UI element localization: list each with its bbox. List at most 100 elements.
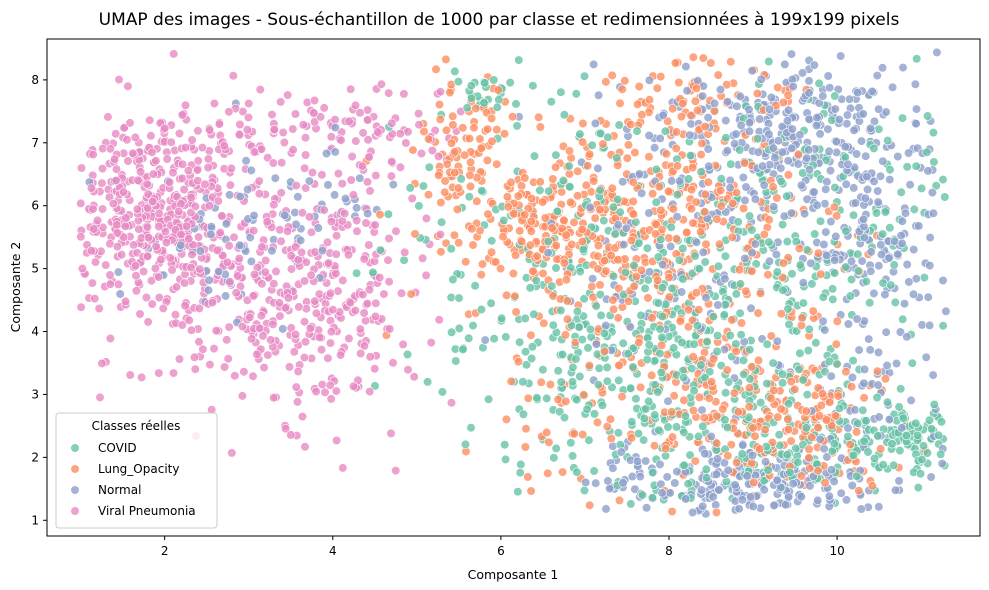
- scatter-point: [848, 450, 859, 461]
- scatter-point: [244, 98, 254, 109]
- scatter-point: [676, 111, 687, 122]
- scatter-point: [174, 354, 185, 364]
- scatter-point: [482, 155, 493, 165]
- scatter-point: [630, 484, 640, 494]
- scatter-point: [161, 238, 171, 248]
- scatter-point: [938, 175, 948, 185]
- scatter-point: [518, 377, 528, 387]
- scatter-point: [828, 294, 838, 305]
- scatter-point: [628, 196, 638, 207]
- scatter-point: [476, 304, 487, 315]
- scatter-point: [465, 170, 475, 180]
- scatter-point: [190, 201, 200, 211]
- scatter-point: [671, 143, 681, 153]
- scatter-point: [177, 110, 187, 120]
- scatter-point: [385, 324, 395, 334]
- scatter-point: [672, 161, 683, 171]
- scatter-point: [635, 382, 646, 393]
- scatter-point: [478, 343, 488, 353]
- scatter-point: [747, 66, 757, 76]
- scatter-point: [146, 131, 156, 141]
- scatter-point: [782, 237, 792, 247]
- scatter-point: [672, 467, 682, 477]
- scatter-point: [562, 296, 572, 306]
- scatter-point: [544, 186, 554, 196]
- scatter-point: [871, 208, 882, 218]
- scatter-point: [825, 166, 836, 176]
- scatter-point: [235, 240, 245, 250]
- scatter-point: [911, 418, 921, 428]
- scatter-point: [701, 239, 711, 249]
- scatter-point: [811, 120, 822, 131]
- scatter-point: [909, 245, 919, 255]
- scatter-point: [671, 422, 682, 432]
- scatter-point: [131, 271, 141, 281]
- scatter-point: [755, 444, 765, 454]
- scatter-point: [143, 317, 153, 327]
- scatter-point: [186, 325, 197, 335]
- scatter-point: [470, 281, 480, 291]
- scatter-point: [578, 430, 588, 440]
- scatter-point: [306, 270, 316, 280]
- scatter-point: [832, 359, 842, 369]
- y-axis-ticks: 1 2 3 4 5 6 7 8: [31, 73, 47, 527]
- scatter-point: [538, 268, 548, 279]
- scatter-point: [506, 376, 516, 387]
- scatter-point: [826, 217, 836, 227]
- scatter-point: [636, 310, 646, 321]
- scatter-point: [572, 395, 582, 405]
- scatter-point: [278, 324, 288, 334]
- scatter-point: [542, 427, 552, 438]
- scatter-point: [690, 456, 700, 466]
- scatter-point: [468, 240, 478, 250]
- scatter-point: [564, 169, 575, 179]
- scatter-point: [174, 206, 184, 217]
- scatter-point: [514, 55, 524, 65]
- scatter-point: [401, 138, 411, 148]
- scatter-point: [867, 481, 878, 491]
- scatter-point: [568, 362, 578, 373]
- scatter-point: [355, 108, 365, 118]
- scatter-point: [291, 181, 301, 191]
- scatter-point: [677, 337, 687, 348]
- scatter-point: [556, 305, 566, 316]
- scatter-point: [700, 121, 710, 132]
- scatter-point: [590, 213, 600, 223]
- scatter-point: [735, 91, 745, 101]
- scatter-point: [698, 247, 708, 257]
- scatter-point: [731, 129, 741, 139]
- scatter-point: [872, 70, 882, 81]
- scatter-point: [686, 204, 697, 214]
- scatter-point: [798, 298, 809, 308]
- scatter-point: [176, 229, 186, 240]
- scatter-point: [370, 364, 380, 374]
- scatter-point: [654, 425, 664, 435]
- y-tick-label: 1: [31, 513, 39, 527]
- scatter-point: [843, 319, 854, 329]
- scatter-point: [448, 111, 458, 121]
- scatter-point: [923, 292, 933, 302]
- scatter-point: [773, 412, 783, 422]
- scatter-point: [764, 256, 775, 266]
- scatter-point: [291, 329, 301, 340]
- scatter-point: [416, 148, 427, 159]
- scatter-point: [823, 124, 833, 134]
- scatter-point: [668, 104, 678, 114]
- scatter-point: [239, 367, 249, 377]
- scatter-point: [344, 116, 354, 126]
- scatter-point: [365, 387, 375, 397]
- scatter-point: [739, 158, 750, 168]
- legend: Classes réelles COVID Lung_Opacity Normal V…: [55, 412, 218, 529]
- scatter-point: [791, 443, 801, 454]
- scatter-point: [501, 454, 511, 465]
- scatter-point: [836, 51, 846, 61]
- scatter-point: [545, 379, 556, 390]
- scatter-point: [796, 471, 807, 481]
- scatter-point: [777, 369, 788, 379]
- scatter-point: [651, 164, 662, 174]
- scatter-point: [135, 309, 145, 319]
- scatter-point: [468, 321, 478, 331]
- scatter-point: [109, 154, 120, 164]
- scatter-point: [370, 381, 380, 391]
- scatter-point: [843, 423, 853, 433]
